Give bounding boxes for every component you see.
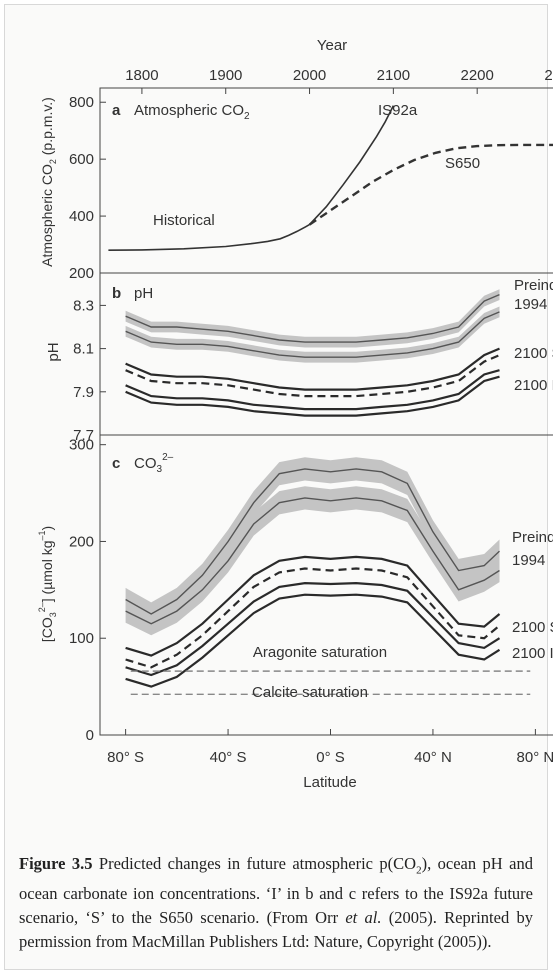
c-x-tick-label: 80° N [517, 749, 553, 766]
c-x-tick-label: 40° N [414, 749, 452, 766]
series-c-2100-s [125, 555, 501, 657]
label-s650: S650 [445, 155, 480, 172]
c-x-tick-label: 0° S [316, 749, 345, 766]
b-y-tick-label: 7.7 [73, 427, 94, 444]
series-c-2100-i [125, 581, 501, 677]
caption-part2: ), ocean pH and ocean carbonate ion conc… [19, 854, 533, 928]
c-y-tick-label: 200 [69, 533, 94, 550]
top-tick-label: 1800 [125, 67, 158, 84]
calcite-label: Calcite saturation [252, 684, 368, 701]
caption-part1: Predicted changes in future atmospheric … [92, 854, 417, 873]
top-tick-label: 2200 [460, 67, 493, 84]
label-historical: Historical [153, 212, 215, 229]
band-b-1994 [125, 306, 500, 363]
c-y-tick-label: 100 [69, 630, 94, 647]
a-y-tick-label: 600 [69, 151, 94, 168]
top-tick-label: 1900 [209, 67, 242, 84]
caption-sub: 2 [416, 864, 422, 877]
figure-label: Figure 3.5 [19, 854, 93, 873]
c-2100i-label: 2100 I [512, 645, 553, 662]
c-preind-label: Preind. [512, 529, 553, 546]
c-x-tick-label: 40° S [210, 749, 247, 766]
lines-layer [108, 105, 553, 696]
panel-a-ylabel: Atmospheric CO2 (p.p.m.v.) [39, 97, 58, 267]
top-tick-label: 2100 [377, 67, 410, 84]
b-y-tick-label: 8.3 [73, 297, 94, 314]
b-2100s-label: 2100 S [514, 345, 553, 362]
b-y-tick-label: 7.9 [73, 384, 94, 401]
figure-chart: Year 18001900200021002200230020040060080… [37, 37, 553, 791]
panel-b-title: pH [134, 285, 153, 302]
series-b-2100-i-lower [125, 375, 500, 417]
c-y-tick-label: 300 [69, 437, 94, 454]
c-y-tick-label: 0 [86, 727, 94, 744]
panel-c-ylabel: [CO32–] (µmol kg–1) [37, 526, 58, 642]
panel-a-title: Atmospheric CO2 [134, 102, 250, 122]
top-tick-label: 2000 [293, 67, 326, 84]
top-tick-label: 2300 [544, 67, 553, 84]
a-y-tick-label: 800 [69, 94, 94, 111]
series-b-preind- [125, 293, 500, 343]
series-b-1994 [125, 311, 500, 358]
top-axis-title: Year [317, 37, 347, 54]
panel-b-ylabel: pH [45, 342, 62, 361]
label-is92a: IS92a [378, 102, 418, 119]
figure-caption: Figure 3.5 Predicted changes in future a… [19, 852, 533, 954]
ticks-layer: 1800190020002100220023002004006008007.77… [69, 67, 553, 766]
x-axis-label: Latitude [303, 774, 356, 791]
b-2100i-label: 2100 I [514, 377, 553, 394]
panel-c-letter: c [112, 455, 120, 472]
series-c-2100-s-lower [125, 567, 501, 669]
bands-layer [125, 289, 500, 636]
series-is92a [308, 105, 395, 226]
caption-part3: (2005). Reprinted by permission from Mac… [19, 908, 533, 952]
panel-c-title: CO32– [134, 452, 174, 475]
band-c-1994 [125, 486, 500, 636]
aragonite-label: Aragonite saturation [253, 644, 387, 661]
a-y-tick-label: 400 [69, 208, 94, 225]
c-1994-label: 1994 [512, 552, 545, 569]
c-x-tick-label: 80° S [107, 749, 144, 766]
series-b-2100-s-lower [125, 354, 500, 398]
caption-etal: et al. [345, 908, 382, 928]
a-y-tick-label: 200 [69, 265, 94, 282]
panel-a-letter: a [112, 102, 121, 119]
series-s650 [308, 143, 553, 226]
series-c-2100-i-lower [125, 593, 501, 688]
b-preind-label: Preind. [514, 277, 553, 294]
band-b-preind- [125, 289, 500, 348]
series-b-2100-i [125, 369, 500, 411]
series-c-1994 [125, 497, 500, 625]
panel-b-letter: b [112, 285, 121, 302]
b-1994-label: 1994 [514, 296, 547, 313]
b-y-tick-label: 8.1 [73, 341, 94, 358]
series-c-preind- [125, 468, 500, 615]
series-historical [108, 223, 310, 251]
series-b-2100-s [125, 347, 500, 391]
c-2100s-label: 2100 S [512, 619, 553, 636]
